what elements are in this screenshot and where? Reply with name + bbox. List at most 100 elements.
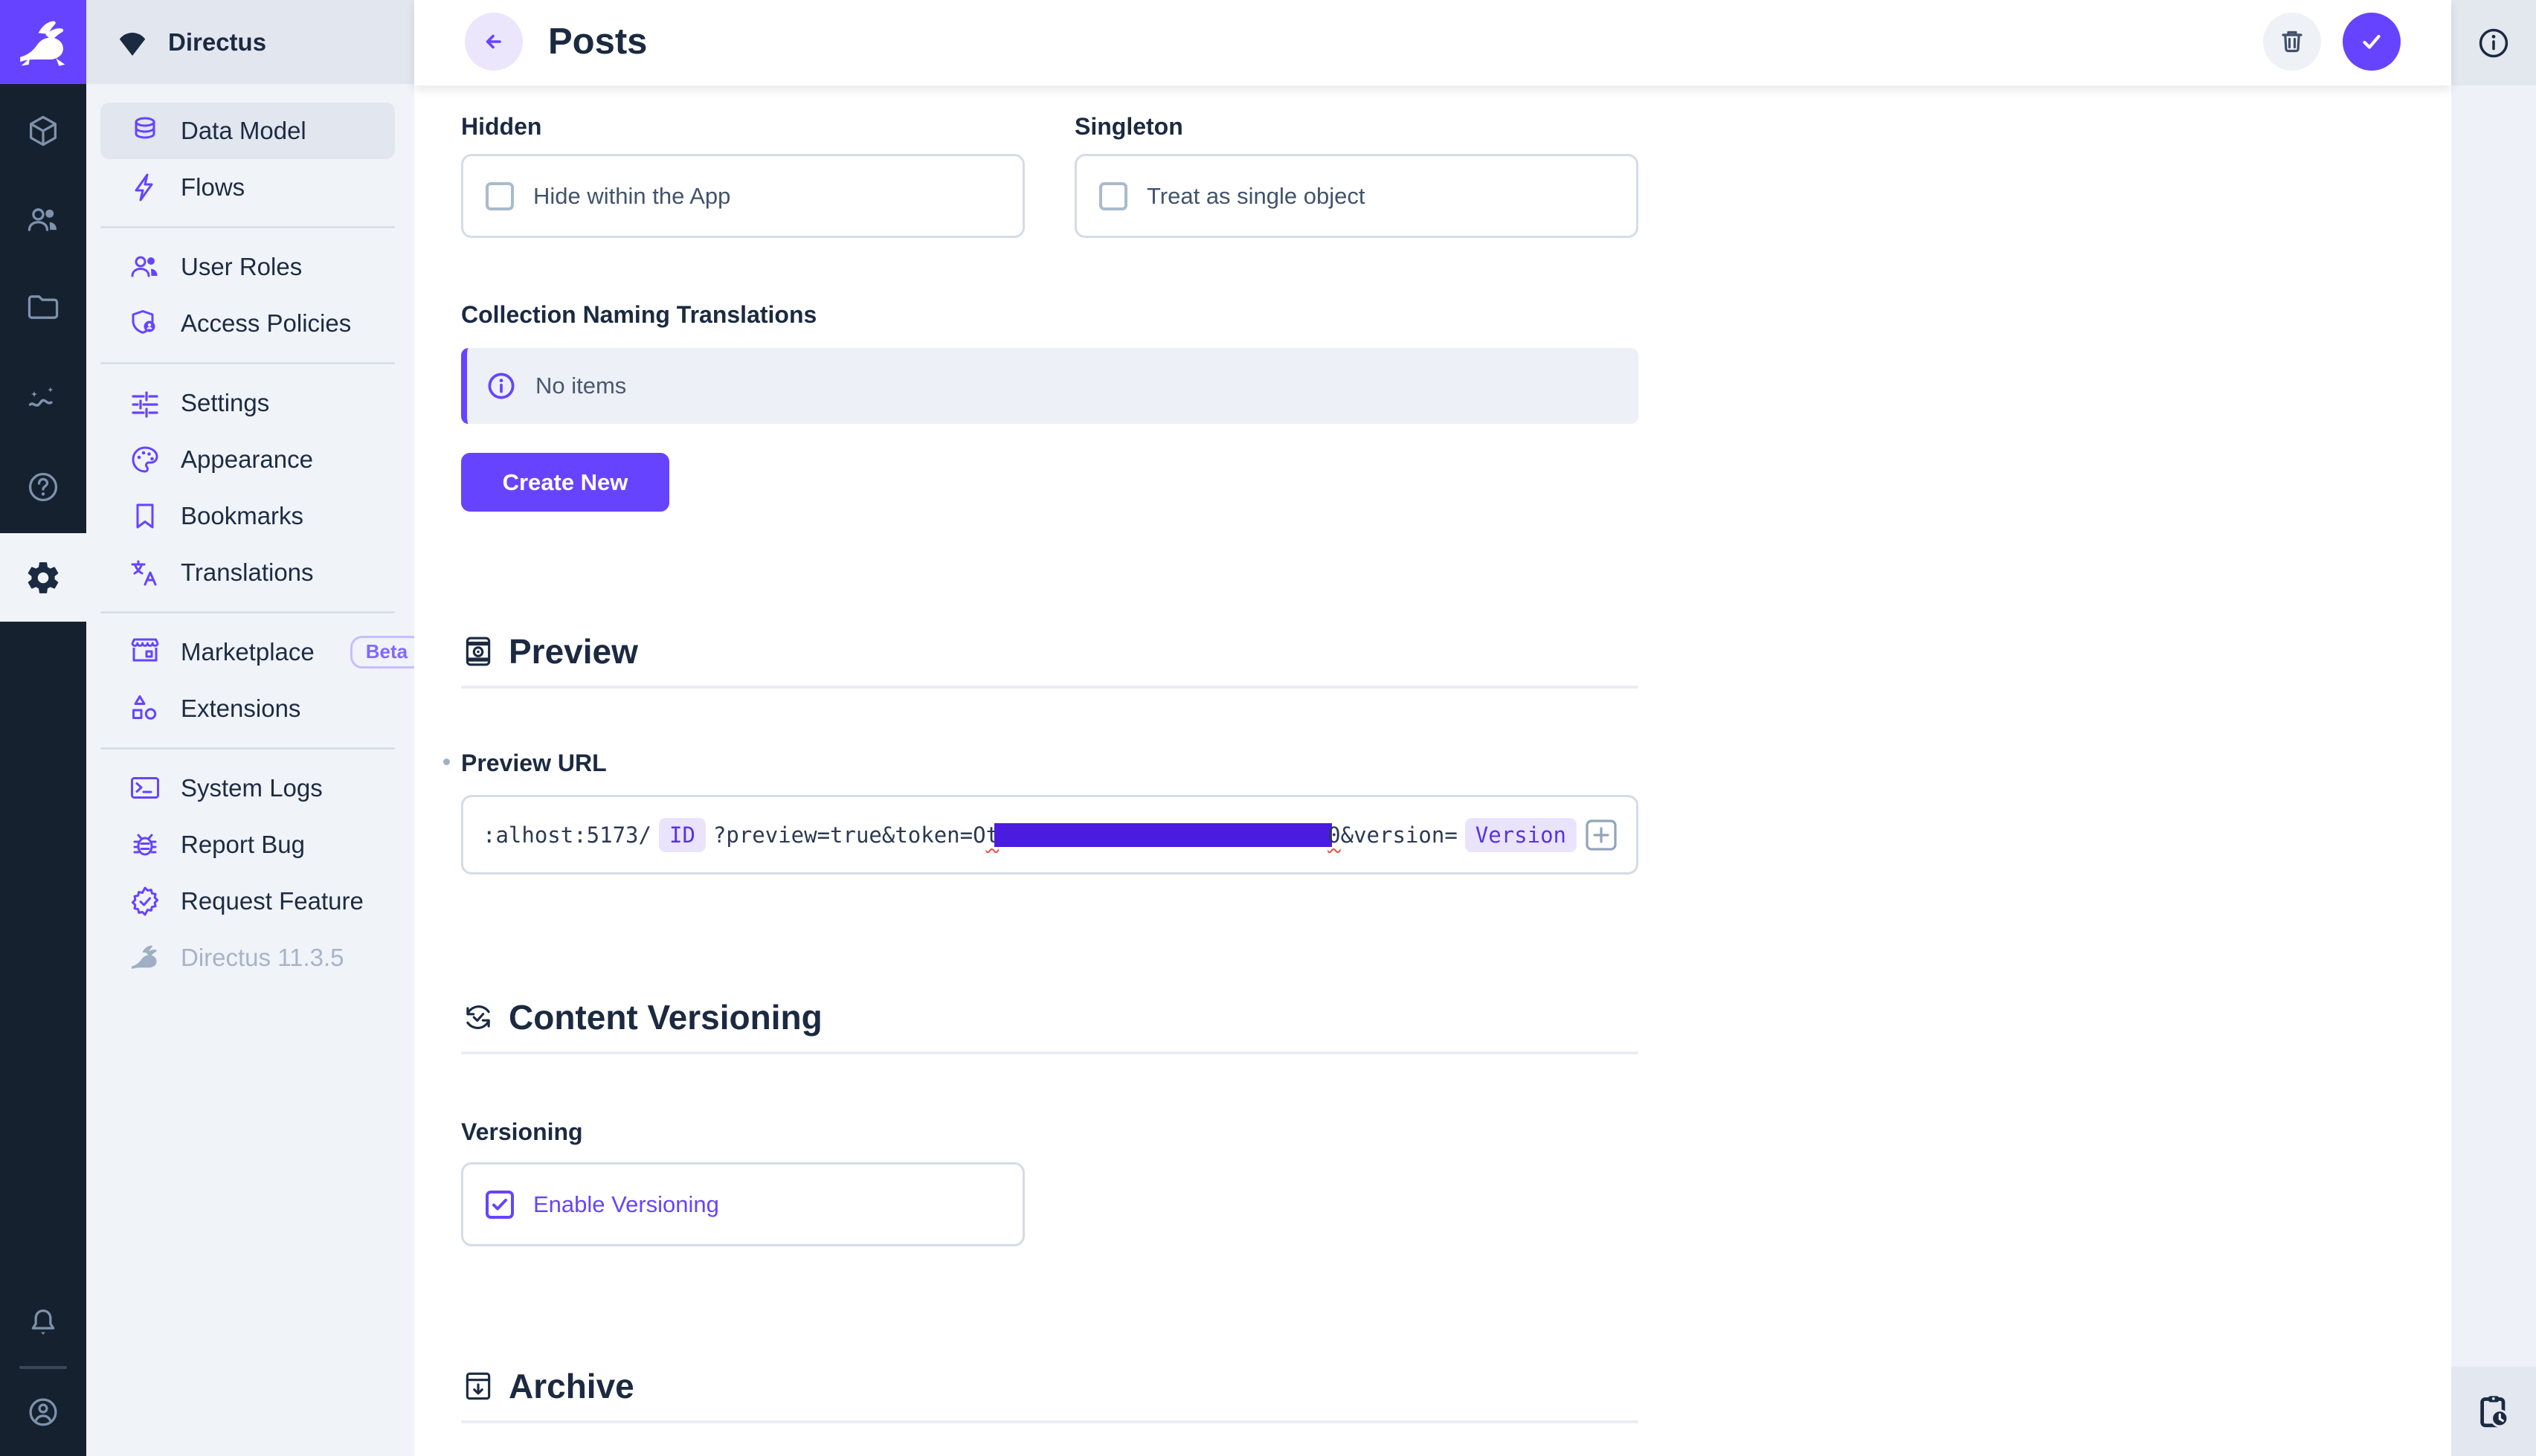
- nav-item-appearance[interactable]: Appearance: [100, 431, 395, 488]
- module-docs[interactable]: [0, 451, 86, 523]
- url-text: 0: [1327, 822, 1341, 848]
- checkbox-unchecked[interactable]: [1099, 181, 1127, 210]
- nav-item-request-feature[interactable]: Request Feature: [100, 873, 395, 930]
- main-area: Posts: [414, 0, 2451, 1456]
- url-text: ?preview=true&token=O: [712, 822, 986, 848]
- nav-item-report-bug[interactable]: Report Bug: [100, 816, 395, 873]
- help-circle-icon: [25, 469, 61, 505]
- nav-item-data-model[interactable]: Data Model: [100, 103, 395, 159]
- nav-item-label: Report Bug: [181, 831, 305, 858]
- database-icon: [129, 115, 161, 147]
- field-hidden: Hidden Hide within the App: [461, 113, 1025, 238]
- nav-item-marketplace[interactable]: Marketplace Beta: [100, 624, 424, 680]
- shapes-icon: [129, 692, 161, 725]
- nav-item-label: Bookmarks: [181, 502, 304, 529]
- content-versioning-section: Content Versioning Versioning Enable Ver…: [461, 997, 1638, 1246]
- right-sidebar: [2451, 0, 2536, 1456]
- field-singleton: Singleton Treat as single object: [1075, 113, 1638, 238]
- page-title: Posts: [548, 22, 648, 62]
- module-bar-divider: [19, 1366, 67, 1369]
- preview-section: Preview Preview URL :alhost:5173/ ID ?pr…: [443, 631, 1638, 874]
- checkbox-label: Hide within the App: [533, 182, 731, 209]
- project-name: Directus: [168, 28, 267, 56]
- module-content[interactable]: [0, 95, 86, 167]
- project-fan-icon: [115, 25, 150, 60]
- delete-button[interactable]: [2263, 13, 2321, 71]
- redacted-token: [994, 822, 1333, 847]
- versioning-cycle-icon: [461, 1000, 495, 1034]
- bookmark-icon: [129, 500, 161, 532]
- palette-icon: [129, 443, 161, 476]
- seal-check-icon: [129, 885, 161, 918]
- add-variable-button[interactable]: [1584, 818, 1618, 852]
- module-users[interactable]: [0, 184, 86, 256]
- enable-versioning-field[interactable]: Enable Versioning: [461, 1162, 1025, 1246]
- nav-divider: [86, 601, 414, 624]
- checkbox-checked[interactable]: [486, 1190, 514, 1219]
- preview-icon: [461, 634, 495, 669]
- tune-icon: [129, 387, 161, 419]
- directus-logo[interactable]: [0, 0, 86, 84]
- user-roles-icon: [129, 251, 161, 283]
- app-version-label: Directus 11.3.5: [181, 944, 344, 971]
- beta-badge: Beta: [350, 636, 424, 669]
- nav-item-label: Marketplace: [181, 638, 315, 666]
- box-icon: [25, 113, 61, 149]
- preview-url-input[interactable]: :alhost:5173/ ID ?preview=true&token=O t…: [461, 795, 1638, 874]
- id-field-chip[interactable]: ID: [658, 817, 706, 852]
- revisions-sidebar-button[interactable]: [2451, 1367, 2536, 1456]
- module-settings[interactable]: [0, 533, 86, 622]
- url-text: &version=: [1340, 822, 1458, 848]
- folder-icon: [25, 289, 61, 325]
- nav-item-translations[interactable]: Translations: [100, 544, 395, 601]
- nav-item-flows[interactable]: Flows: [100, 159, 395, 216]
- section-title: Archive: [509, 1367, 634, 1405]
- checkbox-label: Treat as single object: [1147, 182, 1365, 209]
- back-button[interactable]: [465, 13, 523, 71]
- navigation-sidebar: Directus Data Model: [86, 0, 424, 1456]
- nav-item-extensions[interactable]: Extensions: [100, 680, 395, 737]
- trash-icon: [2276, 25, 2308, 58]
- save-button[interactable]: [2343, 13, 2401, 71]
- nav-item-label: Flows: [181, 173, 245, 201]
- nav-item-label: User Roles: [181, 253, 303, 280]
- bug-icon: [129, 828, 161, 861]
- nav-divider: [86, 352, 414, 375]
- project-switcher[interactable]: Directus: [86, 0, 414, 84]
- nav-item-system-logs[interactable]: System Logs: [100, 760, 395, 816]
- empty-items-text: No items: [535, 373, 627, 399]
- singleton-checkbox-field[interactable]: Treat as single object: [1075, 154, 1638, 238]
- nav-item-settings[interactable]: Settings: [100, 375, 395, 431]
- archive-section: Archive: [461, 1366, 1638, 1423]
- page-header: Posts: [414, 0, 2451, 86]
- nav-item-label: Request Feature: [181, 887, 364, 915]
- gear-icon: [25, 559, 62, 596]
- nav-divider: [86, 737, 414, 760]
- shield-person-icon: [129, 307, 161, 340]
- version-field-chip[interactable]: Version: [1464, 817, 1577, 852]
- nav-item-user-roles[interactable]: User Roles: [100, 239, 395, 295]
- field-label-singleton: Singleton: [1075, 113, 1183, 140]
- empty-items-notice: No items: [461, 348, 1638, 424]
- nav-item-label: Translations: [181, 558, 314, 586]
- hidden-checkbox-field[interactable]: Hide within the App: [461, 154, 1025, 238]
- notifications-button[interactable]: [0, 1287, 86, 1359]
- module-files[interactable]: [0, 271, 86, 343]
- clipboard-clock-icon: [2474, 1392, 2513, 1431]
- module-insights[interactable]: [0, 364, 86, 435]
- check-icon: [2355, 25, 2388, 58]
- directus-rabbit-icon: [15, 14, 71, 71]
- sparkline-icon: [25, 381, 61, 417]
- nav-item-bookmarks[interactable]: Bookmarks: [100, 488, 395, 544]
- create-new-button[interactable]: Create New: [461, 453, 669, 512]
- user-avatar-button[interactable]: [0, 1376, 86, 1448]
- checkbox-unchecked[interactable]: [486, 181, 514, 210]
- info-sidebar-button[interactable]: [2451, 0, 2536, 86]
- settings-form: Hidden Hide within the App Singleton Tre…: [414, 86, 1686, 1423]
- field-label-hidden: Hidden: [461, 113, 542, 140]
- module-bar: [0, 0, 86, 1456]
- nav-item-label: Data Model: [181, 117, 306, 144]
- nav-item-access-policies[interactable]: Access Policies: [100, 295, 395, 352]
- people-icon: [25, 202, 61, 238]
